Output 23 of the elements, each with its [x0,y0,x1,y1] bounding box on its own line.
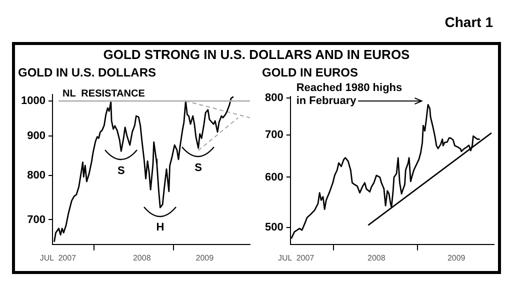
annotation: S [117,165,125,178]
y-tick-label: 1000 [20,95,46,108]
x-tick-label: JUL 2007 [278,253,315,262]
y-tick-label: 800 [27,169,46,182]
y-tick-label: 500 [264,221,284,234]
annotation: H [156,222,164,234]
y-tick-label: 800 [264,92,284,104]
y-tick-label: 700 [264,128,284,141]
x-tick-label: 2008 [132,253,152,262]
chart-title: GOLD IN U.S. DOLLARS [18,66,156,80]
y-tick-label: 900 [27,130,46,142]
ref-line-label: NL RESISTANCE [62,88,146,100]
text: GOLD STRONG IN U.S. DOLLARS AND IN EUROS [102,47,411,62]
annotation: S [194,162,202,174]
x-tick-label: 2009 [447,253,466,262]
chart-title: GOLD IN EUROS [262,66,358,80]
y-tick-label: 600 [264,171,284,184]
x-tick-label: JUL 2007 [40,253,77,262]
annotation: Reached 1980 highs in February [296,82,402,107]
x-tick-label: 2008 [368,253,386,262]
caption: Chart 1 [444,14,493,30]
x-tick-label: 2009 [196,253,214,262]
y-tick-label: 700 [27,214,46,226]
